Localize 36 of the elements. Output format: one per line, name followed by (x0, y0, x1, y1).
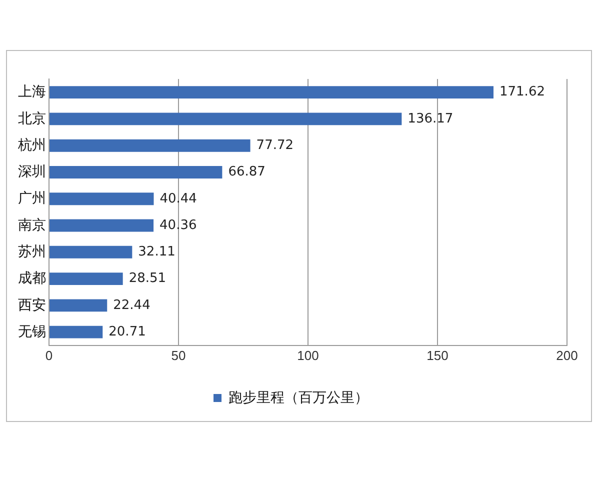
y-tick-label: 深圳 (18, 163, 46, 180)
x-tick-label: 150 (426, 348, 448, 363)
data-label: 40.44 (160, 191, 197, 206)
data-label: 32.11 (138, 244, 176, 260)
data-label: 77.72 (256, 138, 294, 153)
data-label: 22.44 (113, 298, 150, 313)
bar (50, 326, 103, 338)
y-tick-label: 杭州 (17, 136, 46, 152)
x-tick-label: 0 (45, 348, 53, 363)
y-tick-label: 西安 (18, 296, 46, 312)
data-label: 20.71 (108, 324, 146, 340)
data-label: 28.51 (128, 271, 166, 286)
x-tick-label: 100 (297, 348, 319, 363)
y-tick-label: 成都 (18, 270, 46, 286)
data-label: 66.87 (228, 164, 266, 180)
bar (50, 272, 123, 286)
y-tick-label: 上海 (18, 83, 46, 100)
y-tick-label: 无锡 (18, 322, 46, 339)
bar (50, 192, 154, 206)
bar (50, 246, 132, 258)
y-tick-label: 广州 (18, 190, 46, 206)
x-tick-label: 50 (171, 348, 186, 363)
bar (50, 299, 108, 312)
x-tick-label: 200 (556, 348, 578, 363)
bar (50, 112, 402, 126)
y-tick-label: 北京 (18, 110, 46, 126)
data-label: 171.62 (499, 84, 545, 100)
y-tick-label: 苏州 (18, 243, 46, 260)
y-tick-label: 南京 (18, 216, 46, 232)
bar (50, 139, 250, 152)
data-label: 136.17 (408, 111, 454, 126)
bar (50, 166, 222, 178)
bar (50, 219, 154, 232)
data-label: 40.36 (160, 218, 197, 233)
bar (50, 86, 494, 99)
legend-label: 跑步里程（百万公里） (228, 388, 368, 405)
